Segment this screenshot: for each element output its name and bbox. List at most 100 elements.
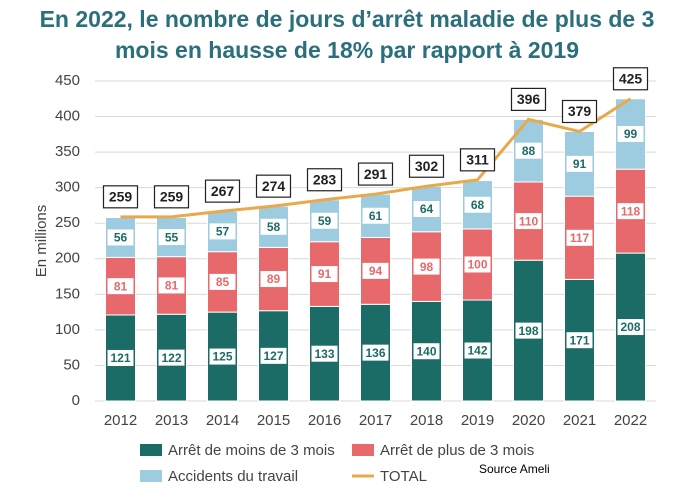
total-label-box (561, 99, 598, 124)
value-label: 110 (519, 214, 539, 228)
total-label-box (459, 148, 496, 172)
value-label-box (617, 319, 644, 336)
total-label-box (102, 185, 139, 209)
y-tick-label: 150 (55, 285, 80, 302)
total-label-box (306, 168, 343, 192)
legend-swatch (140, 444, 162, 456)
value-label: 58 (267, 220, 281, 234)
total-label: 311 (466, 152, 489, 168)
legend-label: Arrêt de moins de 3 mois (168, 442, 335, 459)
value-label: 142 (467, 344, 487, 358)
value-label: 127 (263, 349, 283, 363)
value-label-box (566, 155, 593, 172)
x-tick-label: 2016 (308, 412, 341, 429)
value-label: 122 (161, 351, 181, 365)
value-label-box (515, 142, 542, 159)
value-label: 88 (522, 144, 536, 158)
y-tick-label: 0 (72, 392, 80, 409)
value-label-box (158, 349, 185, 366)
y-tick-label: 250 (55, 214, 80, 231)
value-label-box (260, 218, 287, 235)
value-label-box (107, 349, 134, 366)
legend-swatch (140, 470, 162, 482)
value-label-box (311, 266, 338, 283)
y-tick-label: 300 (55, 179, 80, 196)
x-tick-label: 2015 (257, 412, 290, 429)
value-label-box (209, 273, 236, 290)
value-label: 91 (573, 157, 587, 171)
value-label: 171 (569, 333, 589, 347)
y-tick-label: 100 (55, 321, 80, 338)
value-label: 91 (318, 267, 332, 281)
value-label: 57 (216, 225, 230, 239)
value-label-box (464, 342, 491, 359)
value-label-box (107, 278, 134, 295)
total-label: 259 (109, 189, 133, 205)
total-label-box (510, 87, 547, 112)
value-label-box (464, 256, 491, 273)
value-label-box (209, 348, 236, 365)
source: Source Ameli (479, 462, 550, 476)
value-label: 136 (365, 346, 385, 360)
x-tick-label: 2017 (359, 412, 392, 429)
y-tick-label: 350 (55, 143, 80, 160)
value-label: 85 (216, 275, 230, 289)
value-label: 81 (165, 279, 179, 293)
value-label-box (362, 207, 389, 224)
value-label-box (158, 229, 185, 246)
value-label-box (515, 213, 542, 230)
value-label-box (311, 212, 338, 229)
value-label: 99 (624, 127, 638, 141)
x-tick-label: 2013 (155, 412, 188, 429)
total-label-box (255, 174, 292, 198)
x-tick-label: 2018 (410, 412, 443, 429)
value-label: 98 (420, 260, 434, 274)
x-tick-label: 2020 (512, 412, 545, 429)
value-label: 125 (212, 350, 232, 364)
total-label: 379 (568, 103, 592, 119)
total-label-box (357, 162, 394, 186)
value-label: 81 (114, 279, 128, 293)
y-tick-label: 400 (55, 108, 80, 125)
total-label: 302 (415, 158, 439, 174)
total-label-box (612, 67, 649, 91)
legend-label: Accidents du travail (168, 468, 298, 485)
total-label: 267 (211, 183, 235, 199)
value-label-box (260, 271, 287, 288)
value-label: 208 (620, 320, 640, 334)
value-label: 140 (416, 344, 436, 358)
value-label-box (413, 343, 440, 360)
value-label-box (413, 201, 440, 217)
value-label: 100 (467, 258, 487, 272)
x-tick-label: 2021 (563, 412, 596, 429)
y-axis-label: En millions (33, 205, 50, 278)
total-label: 259 (160, 189, 184, 205)
x-tick-label: 2014 (206, 412, 239, 429)
value-label: 89 (267, 272, 281, 286)
value-label-box (515, 322, 542, 339)
total-label: 283 (313, 171, 337, 187)
value-label-box (413, 258, 440, 275)
value-label-box (566, 332, 593, 349)
value-label-box (464, 196, 491, 213)
value-label: 64 (420, 202, 434, 216)
legend-swatch (352, 444, 374, 456)
value-label: 198 (518, 324, 538, 338)
y-tick-label: 450 (55, 72, 80, 89)
value-label-box (107, 229, 134, 246)
y-tick-label: 200 (55, 250, 80, 267)
value-label: 56 (114, 231, 128, 245)
total-label: 396 (517, 91, 541, 107)
value-label: 94 (369, 264, 383, 278)
value-label: 118 (621, 204, 641, 218)
value-label-box (311, 345, 338, 362)
chart-title: En 2022, le nombre de jours d’arrêt mala… (39, 6, 655, 63)
value-label: 59 (318, 214, 332, 228)
line (120, 97, 632, 219)
x-tick-label: 2022 (614, 412, 647, 429)
legend-label: TOTAL (380, 468, 427, 485)
y-tick-label: 50 (63, 356, 80, 373)
value-label: 133 (314, 347, 334, 361)
